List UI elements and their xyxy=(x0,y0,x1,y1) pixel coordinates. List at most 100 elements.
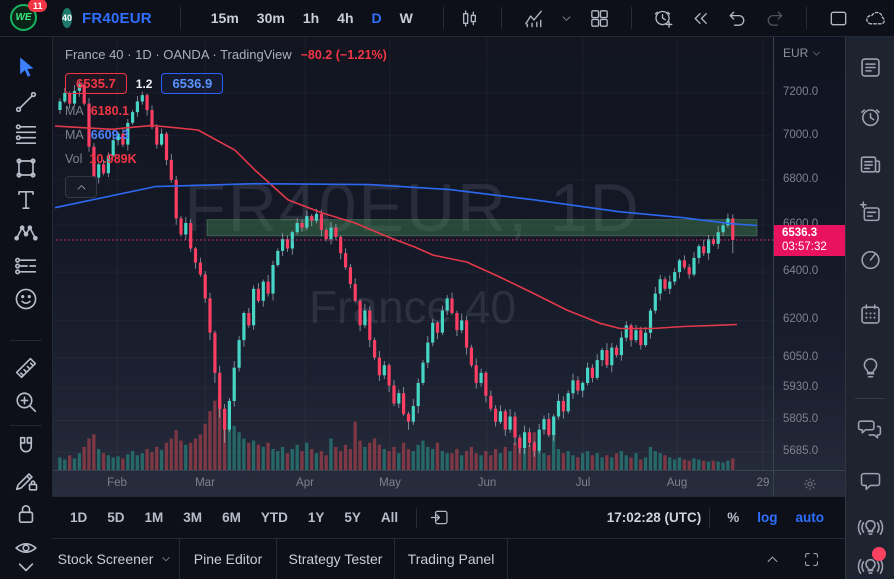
range-ytd[interactable]: YTD xyxy=(260,510,288,525)
interval-w[interactable]: W xyxy=(399,10,413,26)
spread-value: 1.2 xyxy=(135,76,153,91)
trend-line-tool[interactable] xyxy=(12,88,40,116)
tab-pine-editor[interactable]: Pine Editor xyxy=(180,539,277,579)
price-axis[interactable]: EUR 7200.07000.06800.06600.06400.06200.0… xyxy=(773,37,846,497)
ideas-icon[interactable] xyxy=(857,354,884,381)
tab-label: Stock Screener xyxy=(57,551,154,567)
candle-style-icon[interactable] xyxy=(458,7,481,30)
sidebar-divider xyxy=(855,398,885,399)
watchlist-icon[interactable] xyxy=(857,54,884,81)
toolbar-divider xyxy=(179,7,181,29)
toolbar-divider xyxy=(709,507,711,528)
shapes-tool[interactable] xyxy=(12,154,40,182)
undo-icon[interactable] xyxy=(726,7,749,30)
toolbar-divider xyxy=(10,425,42,426)
panel-controls xyxy=(763,539,845,579)
panel-collapse-icon[interactable] xyxy=(763,550,782,569)
chart-pane[interactable]: FR40EUR, 1D France 40 Feb Mar Apr May Jun Jul… xyxy=(52,37,773,496)
drawing-toolbar xyxy=(0,37,53,579)
ruler-tool[interactable] xyxy=(12,354,40,382)
price-axis-label: 6050.0 xyxy=(783,350,819,363)
buy-ask-button[interactable]: 6536.9 xyxy=(161,73,224,94)
axis-settings-corner[interactable] xyxy=(774,470,846,497)
candlestick-chart[interactable] xyxy=(52,37,773,470)
multichart-layout-icon[interactable] xyxy=(588,7,611,30)
calendar-icon[interactable] xyxy=(857,301,884,328)
drawing-mode-tool[interactable] xyxy=(12,466,40,494)
data-window-icon[interactable] xyxy=(857,199,884,226)
gear-icon xyxy=(802,476,818,492)
range-toolbar: 1D 5D 1M 3M 6M YTD 1Y 5Y All 17:02:28 (UTC) % lo… xyxy=(52,496,845,538)
legend-collapse-button[interactable] xyxy=(65,176,97,198)
volume-indicator-row[interactable]: Vol 10.989K xyxy=(65,152,387,166)
symbol-search-button[interactable]: FR40EUR xyxy=(82,9,152,27)
interval-15m[interactable]: 15m xyxy=(210,10,239,26)
magnet-tool[interactable] xyxy=(12,433,40,461)
news-icon[interactable] xyxy=(857,151,884,178)
range-1d[interactable]: 1D xyxy=(70,510,88,525)
indicator-label: MA xyxy=(65,104,84,118)
interval-1h[interactable]: 1h xyxy=(302,10,320,26)
cursor-tool[interactable] xyxy=(12,54,40,82)
indicators-icon[interactable] xyxy=(522,7,545,30)
hotlists-icon[interactable] xyxy=(857,246,884,273)
fib-retracement-tool[interactable] xyxy=(12,121,40,149)
time-axis-label: Jul xyxy=(575,477,591,489)
tab-strategy-tester[interactable]: Strategy Tester xyxy=(277,539,395,579)
cloud-save-icon[interactable] xyxy=(864,7,887,30)
pattern-tool[interactable] xyxy=(12,219,40,247)
chart-title: France 40 · 1D · OANDA · TradingView xyxy=(65,47,292,62)
range-6m[interactable]: 6M xyxy=(222,510,241,525)
text-tool[interactable] xyxy=(12,186,40,214)
range-1y[interactable]: 1Y xyxy=(307,510,325,525)
log-scale-button[interactable]: log xyxy=(757,510,778,525)
time-axis-label: Aug xyxy=(666,477,688,489)
redo-icon[interactable] xyxy=(763,7,786,30)
public-chats-icon[interactable] xyxy=(857,416,884,443)
currency-dropdown[interactable]: EUR xyxy=(783,46,823,60)
clock-utc[interactable]: 17:02:28 (UTC) xyxy=(606,510,702,525)
forecast-tool[interactable] xyxy=(12,252,40,280)
more-tools[interactable] xyxy=(12,553,40,579)
range-all[interactable]: All xyxy=(380,510,399,525)
range-5d[interactable]: 5D xyxy=(107,510,125,525)
go-to-date-icon[interactable] xyxy=(429,507,450,528)
percent-scale-button[interactable]: % xyxy=(727,510,740,525)
tab-trading-panel[interactable]: Trading Panel xyxy=(395,539,508,579)
private-chat-icon[interactable] xyxy=(857,468,884,495)
range-5y[interactable]: 5Y xyxy=(344,510,361,525)
interval-30m[interactable]: 30m xyxy=(256,10,285,26)
emoji-tool[interactable] xyxy=(12,285,40,313)
toolbar-divider xyxy=(630,7,632,29)
panel-maximize-icon[interactable] xyxy=(802,550,821,569)
layout-box-icon[interactable] xyxy=(827,7,850,30)
lock-drawings-tool[interactable] xyxy=(12,500,40,528)
time-axis[interactable]: Feb Mar Apr May Jun Jul Aug 29 xyxy=(52,470,773,496)
streams-icon[interactable] xyxy=(857,514,884,541)
range-3m[interactable]: 3M xyxy=(183,510,203,525)
auto-scale-button[interactable]: auto xyxy=(795,510,825,525)
ma-indicator-row[interactable]: MA 6180.1 xyxy=(65,104,387,118)
ma-indicator-row[interactable]: MA 6609.3 xyxy=(65,128,387,142)
range-1m[interactable]: 1M xyxy=(144,510,164,525)
price-axis-label: 7000.0 xyxy=(783,128,819,141)
alert-plus-icon[interactable] xyxy=(652,7,675,30)
volume-series xyxy=(58,394,735,470)
notification-dot xyxy=(872,547,886,561)
interval-d[interactable]: D xyxy=(371,10,382,26)
alerts-icon[interactable] xyxy=(857,103,884,130)
indicators-arrow-icon[interactable] xyxy=(559,11,574,26)
indicator-label: Vol xyxy=(65,152,83,166)
price-axis-label: 7200.0 xyxy=(783,86,819,98)
hide-drawings-tool[interactable] xyxy=(12,534,40,562)
user-menu-button[interactable]: WE 11 xyxy=(10,0,47,32)
tab-label: Strategy Tester xyxy=(288,551,383,567)
sell-bid-button[interactable]: 6535.7 xyxy=(65,73,127,94)
zoom-in-tool[interactable] xyxy=(12,388,40,416)
tab-stock-screener[interactable]: Stock Screener xyxy=(52,539,180,579)
bar-replay-icon[interactable] xyxy=(689,7,712,30)
toolbar-divider xyxy=(805,7,807,29)
interval-4h[interactable]: 4h xyxy=(337,10,354,26)
chevron-down-icon xyxy=(810,47,823,60)
